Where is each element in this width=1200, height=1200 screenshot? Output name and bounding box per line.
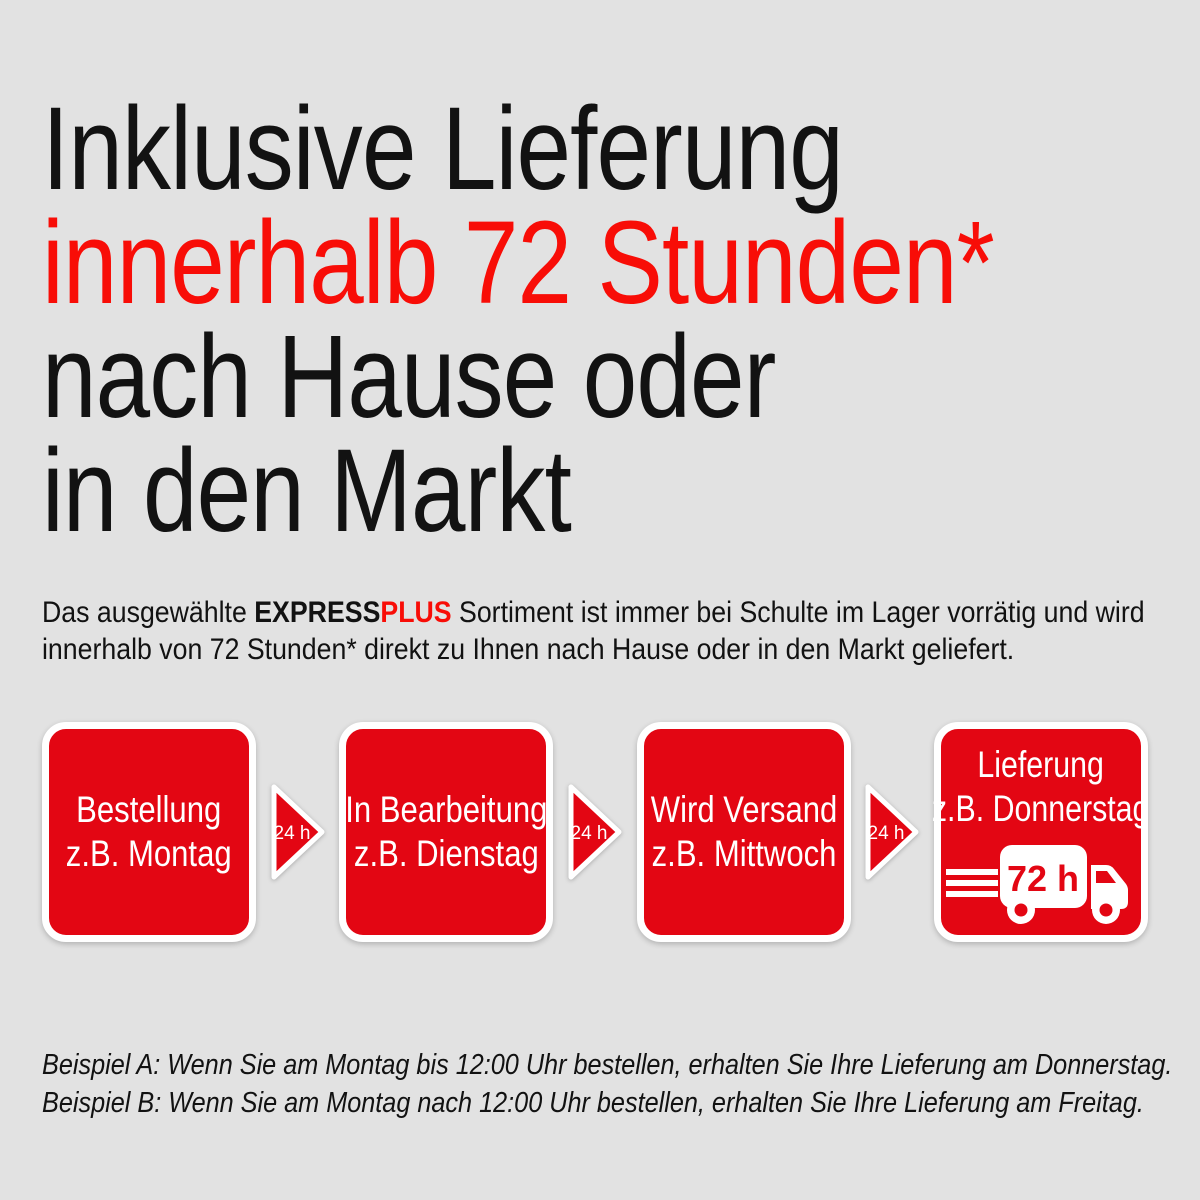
process-flow: Bestellung z.B. Montag 24 h In Bearbeitu… [42,722,1150,942]
step-delivery-label: Lieferung z.B. Donnerstag [932,743,1150,831]
brand-plus: PLUS [380,596,452,629]
headline-line-1: Inklusive Lieferung [42,83,844,215]
headline-line-2: innerhalb 72 Stunden* [42,197,995,329]
arrow-label: 24 h [273,823,310,844]
arrow-label: 24 h [570,823,607,844]
arrow-cell-2: 24 h [553,722,636,942]
intro-paragraph: Das ausgewählte EXPRESSPLUS Sortiment is… [42,594,1155,668]
speed-line-3 [945,891,998,897]
step-order-label: Bestellung z.B. Montag [66,788,232,876]
truck-wheel-front-hub [1099,903,1113,917]
arrow-right-icon: 24 h [568,784,622,880]
step-line-1: Bestellung [76,789,222,830]
step-line-2: z.B. Donnerstag [932,788,1150,829]
arrow-cell-3: 24 h [851,722,934,942]
example-b: Beispiel B: Wenn Sie am Montag nach 12:0… [42,1087,1144,1119]
step-line-2: z.B. Dienstag [353,833,539,874]
intro-text-start: Das ausgewählte [42,596,255,629]
step-processing-label: In Bearbeitung z.B. Dienstag [345,788,547,876]
truck-hours-label: 72 h [1007,858,1079,899]
arrow-right-icon: 24 h [865,784,919,880]
step-line-2: z.B. Mittwoch [651,833,837,874]
delivery-truck-icon: 72 h [945,835,1136,927]
speed-line-1 [945,869,998,875]
step-processing: In Bearbeitung z.B. Dienstag [339,722,554,942]
arrow-right-icon: 24 h [271,784,325,880]
speed-line-2 [945,880,998,886]
truck-cab-window [1095,871,1116,883]
intro-text-end: Sortiment ist immer bei Schulte im Lager… [42,596,1145,666]
headline: Inklusive Lieferung innerhalb 72 Stunden… [42,83,995,557]
truck-wheel-rear-hub [1014,903,1028,917]
arrow-cell-1: 24 h [256,722,339,942]
step-line-1: Wird Versand [650,789,837,830]
step-delivery: Lieferung z.B. Donnerstag [932,722,1150,942]
headline-line-4: in den Markt [42,425,572,557]
examples: Beispiel A: Wenn Sie am Montag bis 12:00… [42,1046,1200,1122]
step-line-1: Lieferung [977,744,1105,785]
step-shipping-label: Wird Versand z.B. Mittwoch [650,788,837,876]
brand-express: EXPRESS [254,596,381,629]
step-shipping: Wird Versand z.B. Mittwoch [636,722,851,942]
arrow-label: 24 h [868,823,905,844]
step-order: Bestellung z.B. Montag [42,722,256,942]
step-line-1: In Bearbeitung [345,789,548,830]
truck-cargo-box [999,845,1087,908]
headline-line-3: nach Hause oder [42,311,776,443]
example-a: Beispiel A: Wenn Sie am Montag bis 12:00… [42,1049,1173,1081]
step-line-2: z.B. Montag [66,833,232,874]
